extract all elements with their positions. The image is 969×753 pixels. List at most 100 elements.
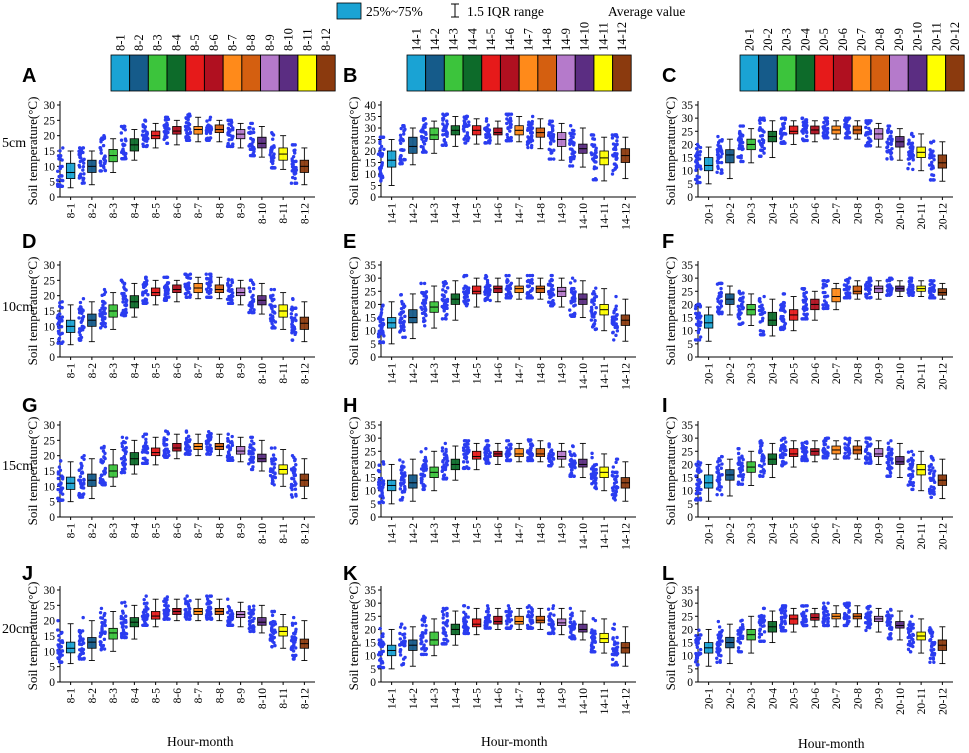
x-tick-label: 20-9 <box>874 363 886 384</box>
data-point <box>124 307 128 312</box>
box-20-3: 20-3 <box>736 289 758 384</box>
data-point <box>290 157 294 161</box>
data-point <box>610 133 614 137</box>
swatch-label: 14-2 <box>428 28 442 51</box>
x-tick-label: 14-1 <box>387 203 399 224</box>
y-tick-label: 25 <box>44 115 56 127</box>
legend: 25%~75% 1.5 IQR range Average value <box>336 2 685 20</box>
iqr-box <box>172 284 182 293</box>
data-point <box>717 484 722 488</box>
data-point <box>822 299 827 303</box>
data-point <box>379 476 384 481</box>
data-point <box>166 126 170 131</box>
box-8-11: 8-11 <box>268 446 290 544</box>
data-point <box>187 112 191 116</box>
box-14-11: 14-11 <box>589 133 611 229</box>
data-point <box>57 638 61 642</box>
data-point <box>141 142 145 146</box>
data-point <box>59 325 64 329</box>
data-point <box>846 279 850 283</box>
iqr-box <box>788 125 799 135</box>
data-point <box>123 604 128 608</box>
data-point <box>463 141 467 145</box>
data-point <box>592 298 597 303</box>
data-point <box>124 310 129 315</box>
data-point <box>719 286 723 291</box>
box-14-3: 14-3 <box>419 117 441 224</box>
data-point <box>784 440 788 444</box>
data-point <box>569 459 574 464</box>
data-point <box>268 313 273 317</box>
data-point <box>716 155 720 160</box>
data-point <box>441 122 445 126</box>
data-point <box>121 623 125 628</box>
box-14-9: 14-9 <box>546 119 569 224</box>
data-point <box>907 138 911 142</box>
y-axis-label: Soil temperature(°C) <box>663 257 678 366</box>
data-point <box>464 293 468 298</box>
data-point <box>56 656 61 661</box>
box-8-7: 8-7 <box>183 429 205 538</box>
box-20-12: 20-12 <box>927 279 949 390</box>
month-swatch <box>185 54 205 92</box>
data-point <box>399 324 403 328</box>
x-tick-label: 8-6 <box>172 363 184 379</box>
data-point <box>698 153 702 157</box>
data-point <box>119 131 124 135</box>
month-swatch <box>795 54 815 92</box>
data-point <box>695 155 699 159</box>
data-point <box>821 131 826 135</box>
data-point <box>592 158 596 163</box>
swatch-label: 8-2 <box>132 34 146 51</box>
swatch-label: 14-8 <box>540 28 554 51</box>
data-point <box>546 282 551 287</box>
data-point <box>402 129 406 133</box>
data-point <box>779 136 783 141</box>
data-point <box>141 291 145 295</box>
data-point <box>419 450 423 454</box>
box-8-11: 8-11 <box>268 287 290 384</box>
data-point <box>248 131 252 136</box>
data-point <box>98 312 102 316</box>
iqr-box <box>535 285 546 293</box>
data-point <box>590 455 594 460</box>
data-point <box>572 304 576 308</box>
swatch-label: 8-4 <box>169 34 183 51</box>
data-point <box>290 476 294 481</box>
x-tick-label: 20-5 <box>789 523 801 544</box>
box-8-3: 8-3 <box>98 287 120 378</box>
data-point <box>569 314 574 318</box>
data-point <box>610 136 615 140</box>
month-swatch <box>462 54 483 92</box>
data-point <box>381 496 385 500</box>
data-point <box>442 284 446 288</box>
data-point <box>208 283 212 287</box>
data-point <box>906 450 911 454</box>
data-point <box>844 292 849 297</box>
data-point <box>889 134 893 138</box>
data-point <box>141 129 145 133</box>
box-20-9: 20-9 <box>864 276 886 384</box>
panel-letter: G <box>22 395 38 417</box>
data-point <box>844 125 849 130</box>
box-8-9: 8-9 <box>225 277 248 378</box>
data-point <box>380 324 385 328</box>
data-point <box>145 136 149 140</box>
x-tick-label: 20-8 <box>852 363 864 384</box>
data-point <box>868 129 873 133</box>
data-point <box>423 324 427 328</box>
swatch-label: 8-10 <box>282 28 296 51</box>
data-point <box>929 178 933 182</box>
data-point <box>804 120 809 125</box>
data-point <box>57 336 62 341</box>
box-8-3: 8-3 <box>98 444 120 538</box>
data-point <box>269 150 273 154</box>
x-tick-label: 14-12 <box>620 363 632 390</box>
data-point <box>98 610 103 615</box>
data-point <box>270 475 274 480</box>
data-point <box>58 164 63 169</box>
swatch-group-14: 14-1 14-2 14-3 14-4 14-5 14-6 14-7 14-8 14-9 14-1… <box>406 22 632 92</box>
y-tick-label: 10 <box>44 646 56 658</box>
